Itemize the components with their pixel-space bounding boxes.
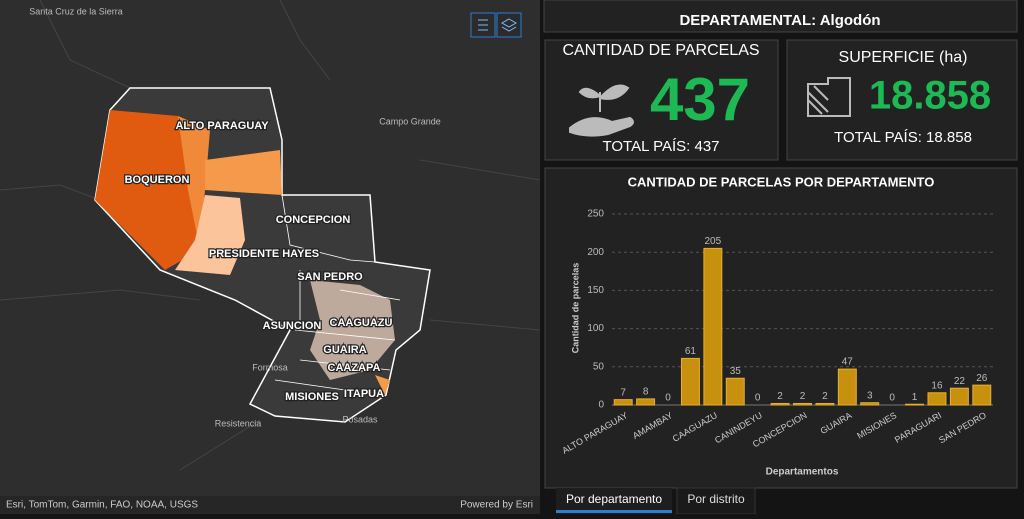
bar: [905, 403, 925, 406]
tab-indicator: [556, 510, 672, 513]
tab-label: Por departamento: [566, 492, 662, 506]
bar: [927, 392, 947, 406]
kpi-icon: [807, 77, 851, 117]
kpi-total: TOTAL PAÍS: 18.858: [834, 129, 972, 146]
bar: [725, 377, 745, 406]
dept-label: GUAIRA: [323, 344, 366, 356]
y-tick-label: 250: [587, 209, 604, 220]
y-tick-label: 100: [587, 323, 604, 334]
kpi-title: SUPERFICIE (ha): [839, 49, 968, 66]
dept-label: ALTO PARAGUAY: [175, 120, 269, 132]
data-label: 35: [730, 366, 742, 377]
kpi-card: [544, 39, 779, 161]
header: [543, 0, 1018, 33]
kpi-value: 18.858: [869, 74, 991, 118]
data-label: 16: [931, 380, 943, 391]
header-title: DEPARTAMENTAL: Algodón: [679, 12, 880, 29]
data-label: 2: [800, 391, 806, 402]
region-presidente-hayes: [175, 195, 245, 275]
city-label: Resistencia: [215, 418, 262, 428]
region-east: [310, 280, 395, 380]
y-axis-title: Cantidad de parcelas: [570, 263, 580, 354]
y-tick-label: 0: [598, 400, 604, 411]
bar: [815, 402, 835, 406]
data-label: 22: [954, 376, 966, 387]
tab-label: Por distrito: [687, 492, 745, 506]
layers-icon: [500, 18, 518, 32]
bar: [972, 384, 992, 406]
region-alto-paraguay-east: [205, 150, 282, 195]
kpi-icon: [569, 84, 634, 137]
chart-card: [544, 167, 1018, 489]
kpi-total: TOTAL PAÍS: 437: [603, 138, 720, 155]
dept-label: ASUNCION: [263, 320, 322, 332]
city-label: Santa Cruz de la Sierra: [29, 6, 123, 16]
bar: [770, 402, 790, 406]
data-label: 2: [777, 391, 783, 402]
data-label: 26: [976, 373, 988, 384]
dept-label: MISIONES: [285, 391, 339, 403]
y-tick-label: 150: [587, 285, 604, 296]
department-borders: [274, 194, 401, 391]
bar: [680, 357, 700, 406]
dept-label: ITAPUA: [344, 388, 384, 400]
data-label: 0: [755, 393, 761, 404]
data-label: 205: [705, 236, 722, 247]
bar: [949, 387, 969, 406]
city-label: Formosa: [252, 362, 288, 372]
data-label: 0: [889, 393, 895, 404]
kpi-card: [786, 39, 1018, 161]
map-borders: [0, 0, 541, 471]
data-label: 0: [665, 393, 671, 404]
data-label: 7: [620, 387, 626, 398]
dept-label: CONCEPCION: [276, 214, 351, 226]
chart-title: CANTIDAD DE PARCELAS POR DEPARTAMENTO: [628, 174, 935, 189]
data-label: 61: [685, 346, 697, 357]
data-label: 2: [822, 391, 828, 402]
x-axis-title: Departamentos: [766, 467, 839, 478]
city-label: Posadas: [342, 414, 378, 424]
y-tick-label: 200: [587, 247, 604, 258]
region-itapua: [375, 375, 390, 395]
tab-active[interactable]: [556, 488, 672, 514]
bar: [860, 402, 880, 406]
layers-button[interactable]: [496, 12, 522, 38]
dept-label: BOQUERON: [125, 174, 190, 186]
powered-by: Powered by Esri: [460, 500, 533, 511]
data-label: 3: [867, 390, 873, 401]
data-label: 8: [643, 387, 649, 398]
bar: [636, 398, 656, 406]
data-label: 47: [842, 357, 854, 368]
region-boqueron: [95, 110, 200, 270]
dept-label: SAN PEDRO: [297, 271, 363, 283]
dept-label: CAAZAPA: [328, 362, 381, 374]
kpi-value: 437: [650, 66, 750, 133]
dept-label: CAAGUAZU: [330, 317, 393, 329]
dept-label: PRESIDENTE HAYES: [209, 248, 319, 260]
bar: [793, 402, 812, 406]
bar: [613, 399, 633, 406]
bar: [703, 247, 723, 406]
data-label: 1: [912, 392, 918, 403]
city-label: Campo Grande: [379, 116, 441, 126]
map-labels: Santa Cruz de la Sierra Campo Grande ALT…: [29, 6, 441, 428]
bar: [837, 368, 857, 406]
attribution-bar: [0, 496, 540, 514]
attribution: Esri, TomTom, Garmin, FAO, NOAA, USGS: [6, 500, 198, 511]
y-tick-label: 50: [593, 361, 605, 372]
legend-icon: [478, 19, 488, 31]
legend-button[interactable]: [470, 12, 496, 38]
kpi-title: CANTIDAD DE PARCELAS: [562, 42, 759, 59]
